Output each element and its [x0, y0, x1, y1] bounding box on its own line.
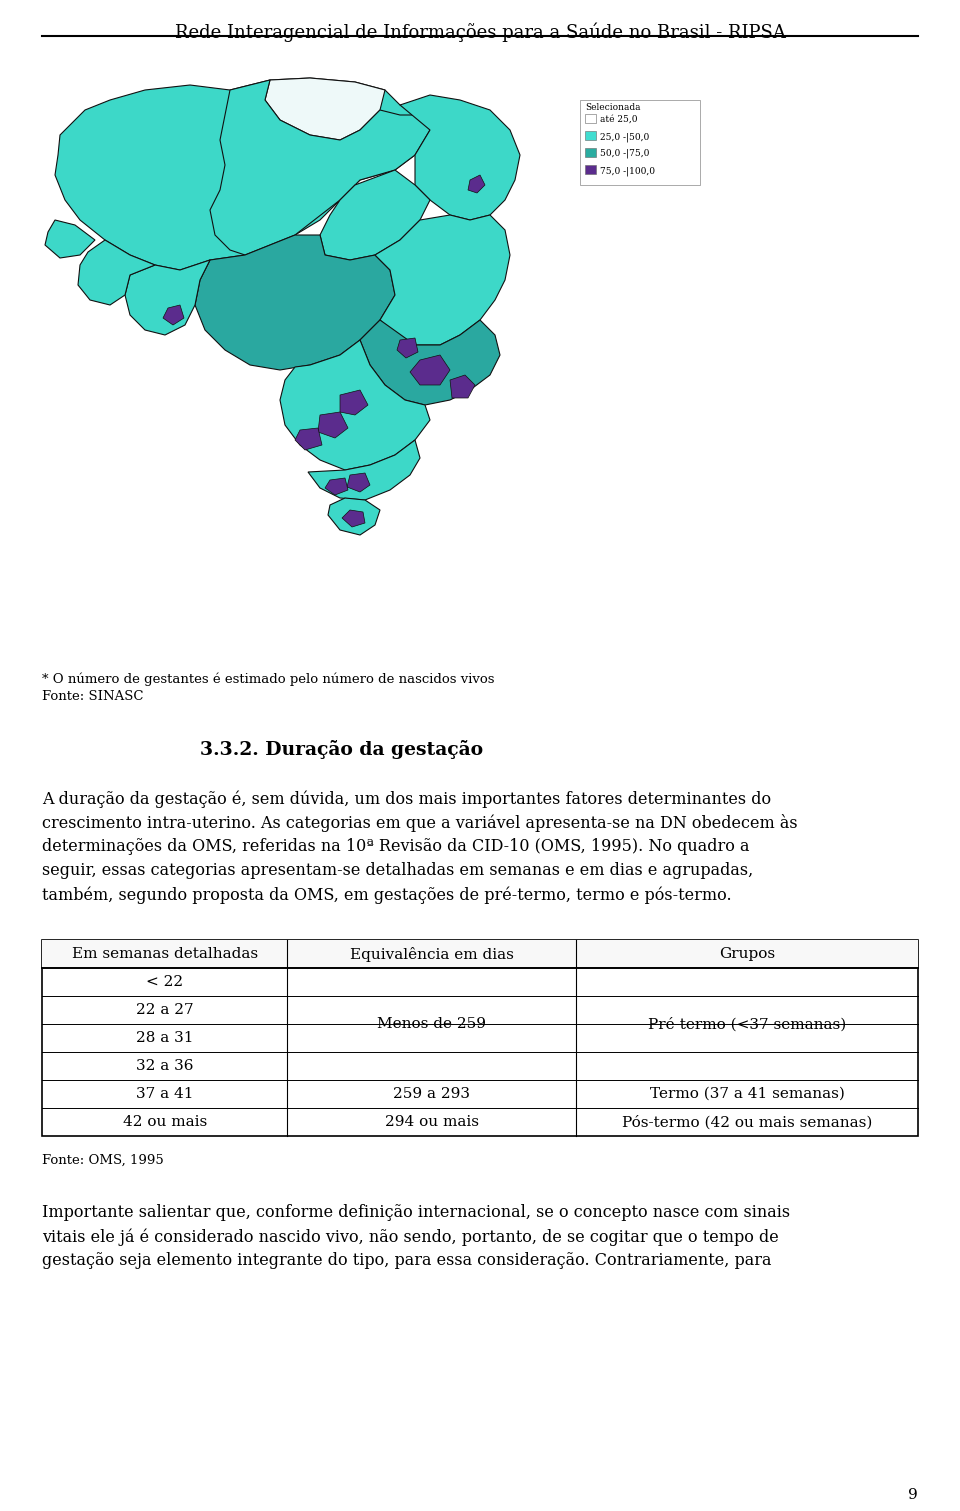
- Text: determinações da OMS, referidas na 10ª Revisão da CID-10 (OMS, 1995). No quadro : determinações da OMS, referidas na 10ª R…: [42, 839, 750, 855]
- Polygon shape: [400, 95, 520, 221]
- Bar: [42, 940, 918, 969]
- Bar: [585, 165, 596, 174]
- Text: Grupos: Grupos: [719, 947, 776, 961]
- Polygon shape: [375, 215, 510, 345]
- Text: 50,0 -|75,0: 50,0 -|75,0: [600, 150, 649, 159]
- Bar: [42, 940, 918, 1136]
- Text: Rede Interagencial de Informações para a Saúde no Brasil - RIPSA: Rede Interagencial de Informações para a…: [175, 23, 785, 41]
- Text: seguir, essas categorias apresentam-se detalhadas em semanas e em dias e agrupad: seguir, essas categorias apresentam-se d…: [42, 861, 754, 879]
- Text: Fonte: OMS, 1995: Fonte: OMS, 1995: [42, 1154, 164, 1166]
- Text: 37 a 41: 37 a 41: [136, 1086, 193, 1102]
- Text: 25,0 -|50,0: 25,0 -|50,0: [600, 131, 649, 142]
- Polygon shape: [360, 320, 500, 405]
- Text: 259 a 293: 259 a 293: [394, 1086, 470, 1102]
- Polygon shape: [347, 473, 370, 493]
- Polygon shape: [320, 171, 430, 260]
- Bar: [580, 100, 700, 184]
- Text: Menos de 259: Menos de 259: [377, 1017, 487, 1031]
- Text: 9: 9: [908, 1488, 918, 1502]
- Text: Importante salientar que, conforme definição internacional, se o concepto nasce : Importante salientar que, conforme defin…: [42, 1204, 790, 1221]
- Polygon shape: [318, 413, 348, 438]
- Polygon shape: [265, 79, 385, 141]
- Text: 22 a 27: 22 a 27: [135, 1003, 194, 1017]
- Bar: [585, 113, 596, 122]
- Bar: [585, 131, 596, 141]
- Polygon shape: [397, 338, 418, 358]
- Text: também, segundo proposta da OMS, em gestações de pré-termo, termo e pós-termo.: também, segundo proposta da OMS, em gest…: [42, 885, 732, 904]
- Polygon shape: [410, 355, 450, 385]
- Polygon shape: [295, 428, 322, 450]
- Text: A duração da gestação é, sem dúvida, um dos mais importantes fatores determinant: A duração da gestação é, sem dúvida, um …: [42, 790, 771, 807]
- Text: Selecionada: Selecionada: [585, 103, 640, 112]
- Text: 28 a 31: 28 a 31: [136, 1031, 193, 1046]
- Polygon shape: [125, 260, 210, 335]
- Text: 3.3.2. Duração da gestação: 3.3.2. Duração da gestação: [200, 740, 483, 759]
- Polygon shape: [45, 221, 95, 258]
- Text: * O número de gestantes é estimado pelo número de nascidos vivos: * O número de gestantes é estimado pelo …: [42, 672, 494, 686]
- Text: até 25,0: até 25,0: [600, 115, 637, 124]
- Polygon shape: [468, 175, 485, 193]
- Text: vitais ele já é considerado nascido vivo, não sendo, portanto, de se cogitar que: vitais ele já é considerado nascido vivo…: [42, 1228, 779, 1245]
- Polygon shape: [308, 440, 420, 500]
- Text: Equivalência em dias: Equivalência em dias: [349, 946, 514, 961]
- Text: Fonte: SINASC: Fonte: SINASC: [42, 691, 143, 703]
- Text: Pré-termo (<37 semanas): Pré-termo (<37 semanas): [648, 1017, 847, 1031]
- Polygon shape: [210, 80, 430, 255]
- Text: 32 a 36: 32 a 36: [136, 1059, 193, 1073]
- Text: < 22: < 22: [146, 975, 183, 990]
- Polygon shape: [55, 79, 430, 270]
- Polygon shape: [280, 340, 430, 470]
- Polygon shape: [195, 236, 395, 370]
- Polygon shape: [78, 240, 155, 305]
- Polygon shape: [340, 390, 368, 416]
- Text: 42 ou mais: 42 ou mais: [123, 1115, 206, 1129]
- Text: 294 ou mais: 294 ou mais: [385, 1115, 479, 1129]
- Polygon shape: [163, 305, 184, 325]
- Text: 75,0 -|100,0: 75,0 -|100,0: [600, 166, 655, 175]
- Polygon shape: [450, 375, 475, 397]
- Polygon shape: [328, 499, 380, 535]
- Text: crescimento intra-uterino. As categorias em que a variável apresenta-se na DN ob: crescimento intra-uterino. As categorias…: [42, 814, 798, 833]
- Text: gestação seja elemento integrante do tipo, para essa consideração. Contrariament: gestação seja elemento integrante do tip…: [42, 1253, 772, 1269]
- Polygon shape: [325, 477, 348, 496]
- Text: Em semanas detalhadas: Em semanas detalhadas: [72, 947, 257, 961]
- Text: Pós-termo (42 ou mais semanas): Pós-termo (42 ou mais semanas): [622, 1115, 873, 1129]
- Bar: [585, 148, 596, 157]
- Text: Termo (37 a 41 semanas): Termo (37 a 41 semanas): [650, 1086, 845, 1102]
- Polygon shape: [342, 511, 365, 527]
